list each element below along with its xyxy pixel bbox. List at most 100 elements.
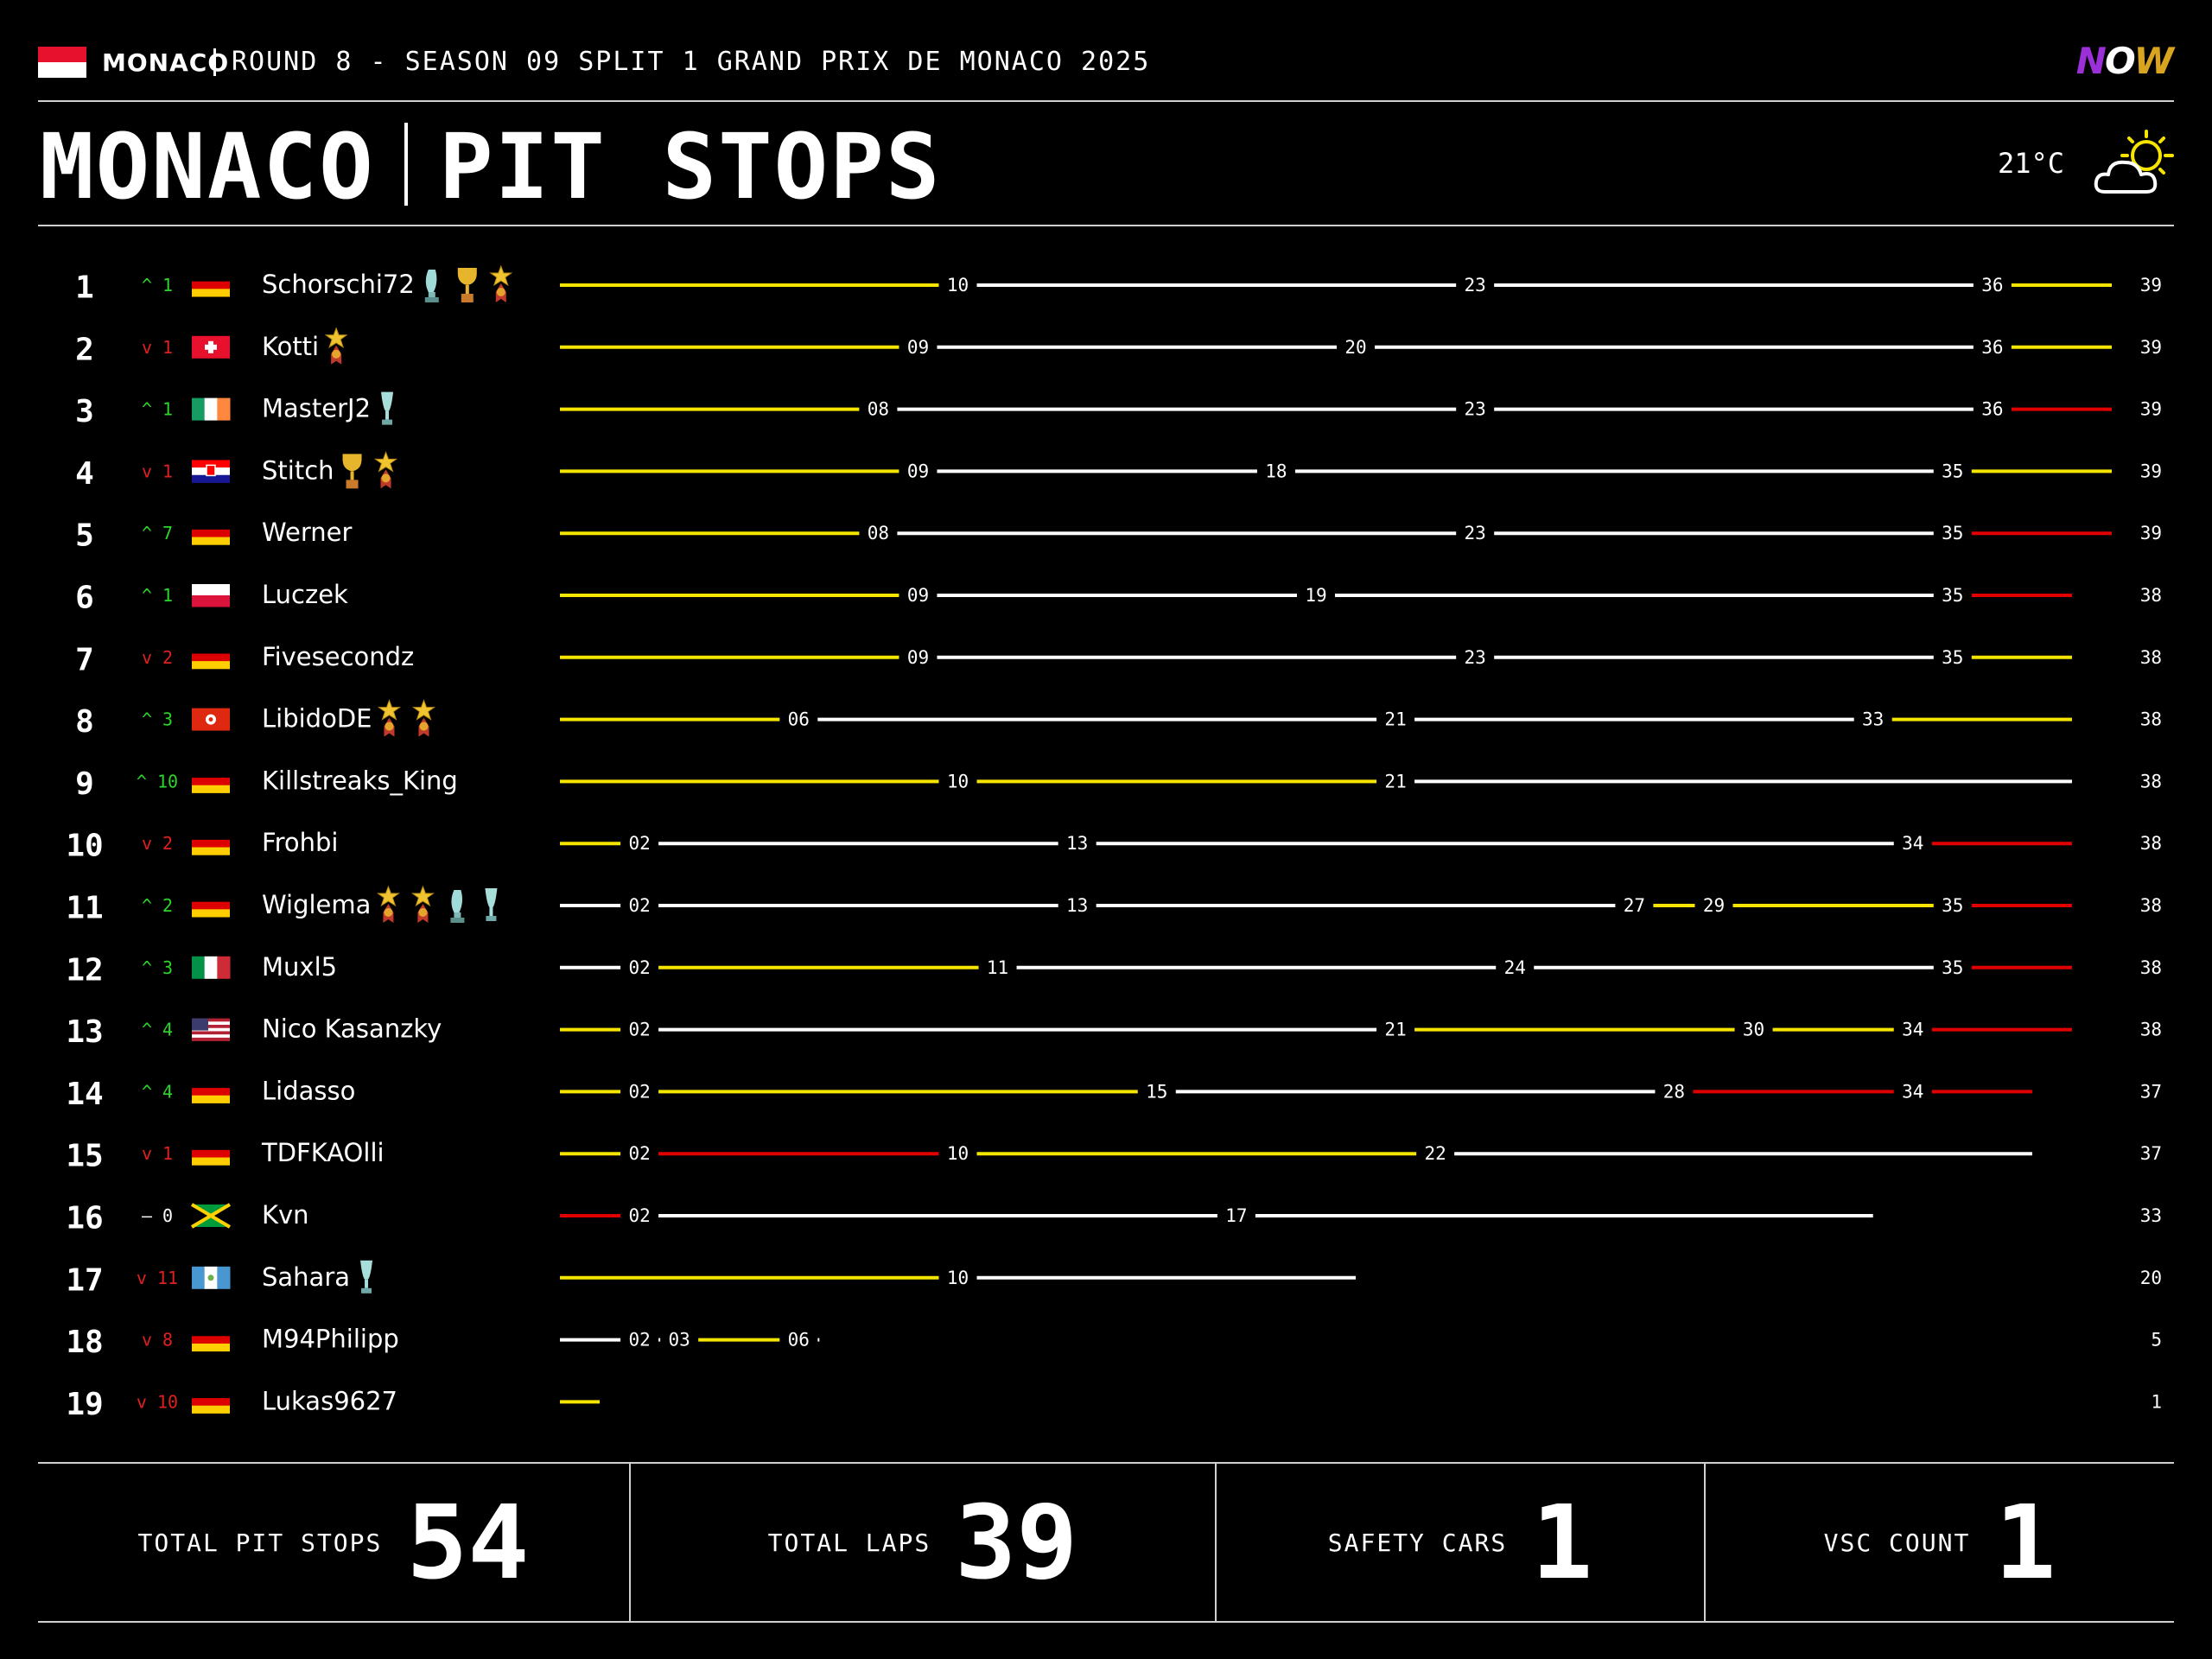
stat-total-laps: TOTAL LAPS 39	[631, 1464, 1215, 1621]
pit-stop-label: 09	[907, 461, 929, 481]
driver-name: Lukas9627	[262, 1386, 397, 1415]
stat-label: TOTAL LAPS	[767, 1528, 931, 1557]
pit-stop-label: 02	[628, 895, 650, 916]
pit-stop-label: 36	[1981, 399, 2003, 420]
driver-name: M94Philipp	[262, 1325, 399, 1354]
logo-letter-w: W	[2133, 40, 2174, 82]
pit-stop-label: 17	[1225, 1205, 1247, 1226]
pit-stop-label: 20	[1344, 337, 1366, 358]
pit-stop-label: 08	[868, 523, 889, 543]
total-laps: 37	[2140, 1143, 2162, 1164]
stat-value: 1	[1994, 1483, 2056, 1602]
driver-name: Schorschi72	[262, 270, 415, 299]
position-number: 11	[66, 891, 103, 926]
pit-stop-label: 22	[1424, 1143, 1446, 1164]
flag-de-icon	[192, 770, 230, 793]
pit-stop-label: 02	[628, 1081, 650, 1102]
position-number: 2	[75, 332, 94, 367]
country-label: MONACO	[102, 48, 230, 77]
pit-stop-label: 35	[1942, 895, 1963, 916]
pit-stop-label: 34	[1902, 1081, 1923, 1102]
pit-stop-label: 06	[788, 709, 810, 730]
position-change: ^ 1	[142, 585, 173, 606]
pit-stop-label: 21	[1384, 709, 1406, 730]
silver-cup-icon	[485, 888, 498, 921]
driver-name: Muxl5	[262, 952, 337, 982]
position-change: v 1	[142, 1143, 173, 1164]
flag-de-icon	[192, 894, 230, 918]
pit-stop-label: 30	[1743, 1020, 1764, 1040]
position-change: v 11	[137, 1268, 178, 1288]
total-laps: 38	[2140, 647, 2162, 668]
temperature: 21°C	[1998, 147, 2065, 180]
total-laps: 38	[2140, 771, 2162, 791]
page-title-country: MONACO	[40, 114, 375, 219]
driver-name: Stitch	[262, 455, 334, 485]
position-change: v 10	[137, 1391, 178, 1412]
stat-safety-cars: SAFETY CARS 1	[1217, 1464, 1704, 1621]
position-number: 3	[75, 394, 94, 429]
divider	[1704, 1464, 1706, 1621]
silver-cup-icon	[381, 391, 394, 425]
pit-stop-chart: 1 ^ 1 Schorschi72 10 23 36 392 v 1 Kotti 09 20 36 39…	[66, 264, 2162, 1422]
position-number: 5	[75, 518, 94, 554]
pit-stop-label: 19	[1305, 585, 1326, 606]
divider	[1215, 1464, 1217, 1621]
position-change: v 8	[142, 1330, 173, 1351]
divider	[629, 1464, 631, 1621]
gold-trophy-icon	[342, 454, 362, 489]
pit-stop-label: 09	[907, 337, 929, 358]
total-laps: 38	[2140, 833, 2162, 854]
stat-label: TOTAL PIT STOPS	[137, 1528, 383, 1557]
driver-name: Sahara	[262, 1262, 350, 1292]
driver-name: Lidasso	[262, 1076, 355, 1105]
driver-name: Luczek	[262, 580, 348, 609]
silver-trophy-icon	[450, 890, 465, 923]
position-change: ^ 7	[142, 523, 173, 543]
pit-stop-label: 35	[1942, 957, 1963, 978]
logo-letter-n: N	[2075, 40, 2107, 82]
partly-cloudy-sun-icon	[2094, 130, 2174, 194]
flag-hk-icon	[192, 708, 230, 731]
position-change: ^ 2	[142, 895, 173, 916]
total-laps: 38	[2140, 895, 2162, 916]
silver-cup-icon	[360, 1260, 373, 1294]
driver-name: Werner	[262, 518, 352, 547]
pit-stop-label: 02	[628, 1020, 650, 1040]
total-laps: 38	[2140, 585, 2162, 606]
total-laps: 20	[2140, 1268, 2162, 1288]
star-medal-icon	[377, 699, 402, 737]
pit-stop-label: 34	[1902, 1020, 1923, 1040]
star-medal-icon	[373, 450, 398, 489]
pit-stop-label: 24	[1504, 957, 1526, 978]
star-medal-icon	[324, 327, 348, 365]
stat-label: SAFETY CARS	[1327, 1528, 1508, 1557]
driver-name: Wiglema	[262, 890, 371, 919]
position-number: 10	[66, 829, 103, 864]
star-medal-icon	[489, 264, 513, 302]
now-logo: NOW	[2075, 40, 2174, 82]
position-number: 7	[75, 642, 94, 677]
pit-stop-label: 10	[947, 771, 969, 791]
monaco-flag-icon	[38, 47, 86, 78]
position-number: 12	[66, 952, 103, 988]
position-change: v 1	[142, 337, 173, 358]
pit-stop-label: 35	[1942, 523, 1963, 543]
pit-stop-label: 10	[947, 1143, 969, 1164]
position-number: 14	[66, 1077, 103, 1112]
total-laps: 39	[2140, 399, 2162, 420]
stat-value: 39	[955, 1483, 1078, 1602]
pit-stop-label: 28	[1663, 1081, 1685, 1102]
position-number: 18	[66, 1325, 103, 1360]
pit-stop-label: 13	[1066, 833, 1088, 854]
pit-stop-label: 29	[1703, 895, 1725, 916]
pit-stop-label: 10	[947, 275, 969, 296]
flag-jm-icon	[190, 1203, 232, 1229]
position-change: ^ 10	[137, 771, 178, 791]
gold-trophy-icon	[457, 268, 477, 302]
position-change: v 2	[142, 647, 173, 668]
pit-stop-label: 02	[628, 833, 650, 854]
flag-de-icon	[192, 1390, 230, 1414]
position-number: 9	[75, 766, 94, 802]
pit-stop-label: 02	[628, 1143, 650, 1164]
